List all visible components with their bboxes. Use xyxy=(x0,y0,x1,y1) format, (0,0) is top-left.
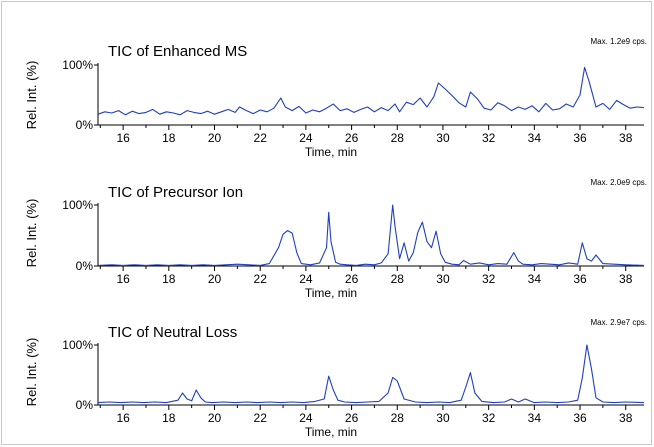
x-tick-label: 36 xyxy=(573,272,587,286)
x-tick-label: 34 xyxy=(528,131,542,145)
x-tick-label: 34 xyxy=(528,272,542,286)
x-tick-label: 24 xyxy=(299,272,313,286)
x-tick-label: 36 xyxy=(573,131,587,145)
x-tick-label: 20 xyxy=(208,411,222,425)
x-tick-label: 22 xyxy=(254,411,268,425)
x-tick-label: 26 xyxy=(345,411,359,425)
y-tick-label: 100% xyxy=(62,338,93,352)
max-intensity-label: Max. 1.2e9 cps. xyxy=(591,37,647,46)
chromatogram-trace xyxy=(97,66,645,116)
x-tick-label: 34 xyxy=(528,411,542,425)
x-tick-label: 20 xyxy=(208,272,222,286)
y-axis-label: Rel. Int. (%) xyxy=(24,61,39,130)
x-tick-label: 24 xyxy=(299,411,313,425)
y-axis-label: Rel. Int. (%) xyxy=(24,199,39,268)
chart-title: TIC of Enhanced MS xyxy=(108,43,247,60)
y-tick-label: 0% xyxy=(76,259,94,273)
y-axis-label: Rel. Int. (%) xyxy=(24,338,39,407)
max-intensity-label: Max. 2.9e7 cps. xyxy=(591,318,647,327)
chromatogram-trace xyxy=(97,344,645,404)
x-tick-label: 16 xyxy=(116,131,130,145)
x-axis-label: Time, min xyxy=(305,425,357,439)
x-tick-label: 22 xyxy=(254,272,268,286)
x-tick-label: 16 xyxy=(116,411,130,425)
x-tick-label: 32 xyxy=(482,411,496,425)
x-tick-label: 24 xyxy=(299,131,313,145)
x-tick-label: 32 xyxy=(482,131,496,145)
y-tick-label: 0% xyxy=(76,118,94,132)
x-tick-label: 30 xyxy=(436,411,450,425)
x-tick-label: 28 xyxy=(391,411,405,425)
x-tick-label: 26 xyxy=(345,131,359,145)
chart-title: TIC of Precursor Ion xyxy=(108,184,243,201)
x-tick-label: 38 xyxy=(619,272,633,286)
x-tick-label: 18 xyxy=(162,411,176,425)
x-tick-label: 20 xyxy=(208,131,222,145)
chart-title: TIC of Neutral Loss xyxy=(108,324,237,341)
x-tick-label: 18 xyxy=(162,272,176,286)
x-tick-label: 16 xyxy=(116,272,130,286)
x-tick-label: 28 xyxy=(391,131,405,145)
x-axis-label: Time, min xyxy=(305,286,357,300)
x-tick-label: 32 xyxy=(482,272,496,286)
x-tick-label: 28 xyxy=(391,272,405,286)
max-intensity-label: Max. 2.0e9 cps. xyxy=(591,178,647,187)
x-tick-label: 26 xyxy=(345,272,359,286)
y-tick-label: 0% xyxy=(76,398,94,412)
x-tick-label: 36 xyxy=(573,411,587,425)
y-tick-label: 100% xyxy=(62,198,93,212)
x-tick-label: 30 xyxy=(436,131,450,145)
x-tick-label: 38 xyxy=(619,411,633,425)
x-tick-label: 38 xyxy=(619,131,633,145)
y-tick-label: 100% xyxy=(62,58,93,72)
x-tick-label: 30 xyxy=(436,272,450,286)
x-tick-label: 22 xyxy=(254,131,268,145)
x-tick-label: 18 xyxy=(162,131,176,145)
x-axis-label: Time, min xyxy=(305,145,357,159)
chromatogram-trace xyxy=(97,204,645,266)
